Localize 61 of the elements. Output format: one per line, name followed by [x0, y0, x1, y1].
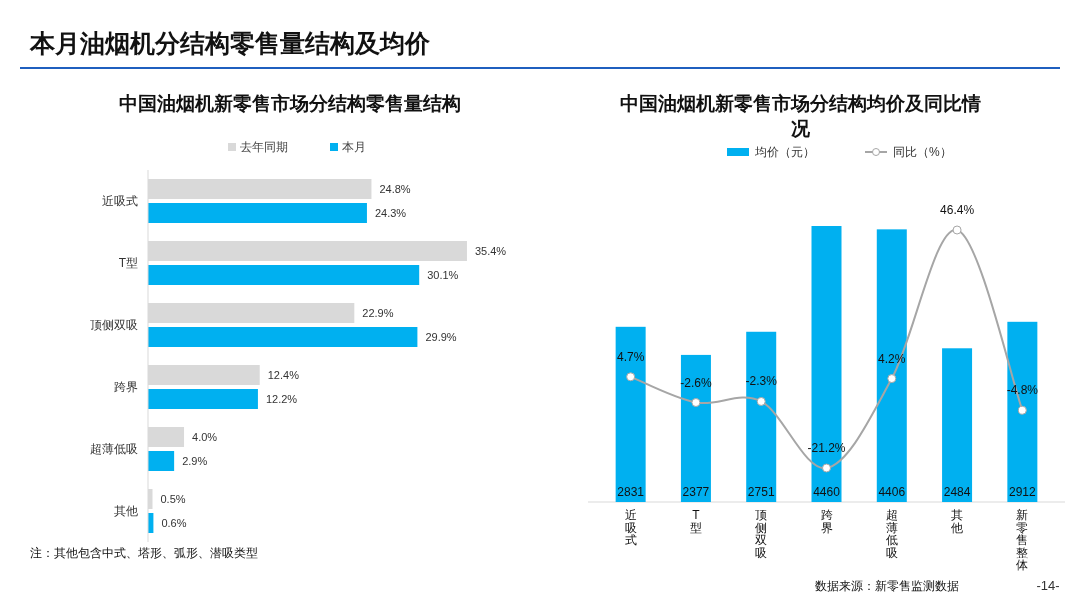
text: -14- — [1036, 578, 1060, 593]
data-label: 22.9% — [362, 307, 394, 319]
bar — [615, 326, 646, 502]
text: 本月油烟机分结构零售量结构及均价 — [29, 29, 431, 57]
data-label: 12.4% — [267, 369, 300, 381]
point — [887, 374, 897, 384]
point — [626, 372, 636, 382]
data-label: 4406 — [878, 485, 906, 499]
x-tick-label: T型 — [689, 508, 702, 535]
bar — [876, 229, 907, 502]
data-label: 2912 — [1009, 485, 1037, 499]
data-label: 24.3% — [374, 207, 407, 219]
data-label: 2751 — [747, 485, 775, 499]
data-label: 12.2% — [265, 393, 298, 405]
bar — [746, 331, 777, 502]
data-label: 2831 — [617, 485, 645, 499]
bar — [942, 348, 973, 502]
point — [691, 398, 701, 408]
data-label: 29.9% — [425, 331, 457, 343]
bar — [148, 451, 175, 471]
bar — [148, 389, 258, 409]
text: 注：其他包含中式、塔形、弧形、潜吸类型 — [30, 546, 258, 560]
legend-label: 同比（%） — [893, 145, 952, 159]
chart-title: 中国油烟机新零售市场分结构零售量结构 — [119, 93, 461, 114]
data-label: 46.4% — [940, 203, 975, 218]
data-label: 2484 — [943, 485, 971, 499]
legend-label: 均价（元） — [754, 145, 815, 159]
x-tick-label: 新零售整体 — [1016, 508, 1029, 572]
y-tick-label: 超薄低吸 — [90, 442, 138, 456]
y-tick-label: 跨界 — [114, 380, 138, 394]
data-label: 4.7% — [616, 349, 645, 364]
point — [1017, 405, 1027, 415]
data-label: 4.0% — [192, 431, 218, 443]
x-tick-label: 顶侧双吸 — [755, 508, 768, 560]
x-tick-label: 近吸式 — [624, 508, 637, 547]
legend-label: 本月 — [342, 140, 366, 154]
bar — [148, 265, 420, 285]
bar — [1007, 321, 1038, 502]
source-note: 数据来源：新零售监测数据 — [815, 579, 959, 593]
y-tick-label: T型 — [118, 256, 138, 270]
chart-title: 中国油烟机新零售市场分结构均价及同比情况 — [619, 93, 981, 139]
x-tick-label: 跨界 — [820, 508, 833, 535]
data-label: 35.4% — [474, 245, 507, 257]
bar — [148, 327, 418, 347]
point — [952, 225, 962, 235]
y-tick-label: 近吸式 — [102, 194, 138, 208]
data-label: 30.1% — [427, 269, 459, 281]
bar — [680, 354, 711, 502]
legend-label: 去年同期 — [240, 140, 288, 154]
y-tick-label: 顶侧双吸 — [90, 318, 138, 332]
point — [756, 396, 766, 406]
data-label: 2377 — [682, 485, 710, 499]
bar — [148, 203, 367, 223]
x-tick-label: 其他 — [951, 508, 964, 535]
data-label: 4460 — [813, 485, 841, 499]
data-label: 2.9% — [182, 455, 208, 467]
point — [822, 463, 831, 473]
data-label: 24.8% — [379, 183, 411, 195]
data-label: 0.6% — [161, 517, 187, 529]
x-tick-label: 超薄低吸 — [885, 508, 898, 560]
data-label: 0.5% — [160, 493, 186, 505]
